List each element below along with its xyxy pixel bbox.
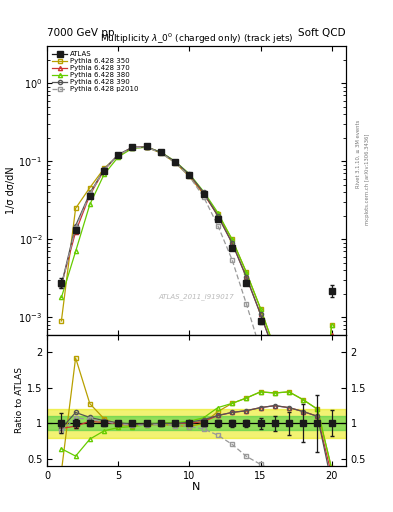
Text: Rivet 3.1.10, ≥ 3M events: Rivet 3.1.10, ≥ 3M events [356,119,361,188]
Bar [47,416,346,431]
Title: Multiplicity $\lambda\_0^0$ (charged only) (track jets): Multiplicity $\lambda\_0^0$ (charged onl… [100,32,293,46]
Text: mcplots.cern.ch [arXiv:1306.3436]: mcplots.cern.ch [arXiv:1306.3436] [365,134,371,225]
Y-axis label: Ratio to ATLAS: Ratio to ATLAS [15,367,24,433]
X-axis label: N: N [192,482,201,492]
Text: 7000 GeV pp: 7000 GeV pp [47,28,115,38]
Legend: ATLAS, Pythia 6.428 350, Pythia 6.428 370, Pythia 6.428 380, Pythia 6.428 390, P: ATLAS, Pythia 6.428 350, Pythia 6.428 37… [51,50,140,94]
Bar [47,409,346,438]
Text: ATLAS_2011_I919017: ATLAS_2011_I919017 [159,293,234,300]
Text: Soft QCD: Soft QCD [298,28,346,38]
Y-axis label: 1/σ dσ/dN: 1/σ dσ/dN [6,166,16,214]
